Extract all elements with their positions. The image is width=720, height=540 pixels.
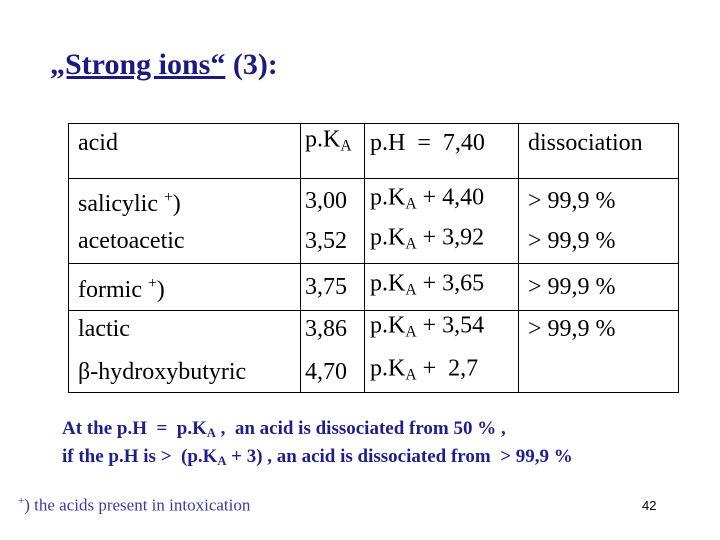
text-text: 3,86 [305, 316, 347, 342]
table-rule [678, 123, 679, 393]
table-cell: salicylic +) [78, 184, 181, 218]
text-text: At the p.H = p.K [62, 418, 207, 439]
table-rule [68, 392, 679, 393]
text-text: 3,75 [305, 274, 347, 300]
text-text: p.K [370, 355, 406, 382]
table-cell: 3,00 [305, 187, 347, 215]
table-rule [68, 310, 679, 311]
table-cell: p.H = 7,40 [370, 129, 485, 157]
text-text: p.K [305, 126, 341, 153]
text-sub: A [405, 281, 417, 299]
text-sub: A [217, 454, 227, 469]
note: At the p.H = p.KA , an acid is dissociat… [62, 418, 506, 441]
text-text: acetoacetic [78, 228, 185, 254]
table-cell: 3,75 [305, 273, 347, 301]
text-text: > 99,9 % [528, 274, 616, 300]
text-text: formic [78, 277, 148, 304]
table-cell: p.KA + 3,65 [370, 270, 484, 305]
text-text: + 3,92 [416, 224, 485, 251]
table-rule [300, 123, 301, 393]
table-rule [68, 178, 679, 179]
text-text: + 3,65 [416, 270, 485, 297]
text-text: p.K [370, 184, 406, 211]
table-cell: > 99,9 % [528, 273, 616, 301]
table-cell: acid [78, 129, 118, 157]
table-cell: 3,52 [305, 227, 347, 255]
text-text: if the p.H is > (p.K [62, 446, 218, 467]
text-sub: A [405, 235, 417, 253]
table-rule [68, 263, 679, 264]
table-cell: formic +) [78, 270, 165, 304]
text-text: 3,52 [305, 228, 347, 254]
text-text: > 99,9 % [528, 188, 616, 214]
text-text: ) [156, 277, 165, 304]
table-cell: acetoacetic [78, 227, 185, 255]
title-rest: (3): [225, 48, 278, 81]
text-text: ) [172, 191, 181, 218]
text-text: + 2,7 [416, 355, 479, 382]
table-cell: β-hydroxybutyric [78, 358, 246, 386]
text-text: salicylic [78, 191, 164, 218]
text-text: , an acid is dissociated from 50 % , [215, 418, 506, 439]
table-cell: p.KA + 3,92 [370, 224, 484, 259]
table-rule [518, 123, 519, 393]
table-cell: p.KA + 4,40 [370, 184, 484, 219]
text-text: 4,70 [305, 359, 347, 385]
text-text: p.H = 7,40 [370, 130, 485, 156]
text-text: lactic [78, 316, 130, 342]
table-cell: p.KA + 2,7 [370, 355, 478, 390]
text-text: dissociation [528, 130, 643, 156]
text-text: + 4,40 [416, 184, 485, 211]
text-sub: A [206, 426, 216, 441]
slide-title: „Strong ions“ (3): [50, 48, 278, 82]
text-text: ) the acids present in intoxication [24, 495, 251, 515]
text-text: > 99,9 % [528, 228, 616, 254]
table-cell: dissociation [528, 129, 643, 157]
text-text: + 3,54 [416, 312, 485, 339]
table-cell: > 99,9 % [528, 227, 616, 255]
text-sub: A [405, 323, 417, 341]
text-text: acid [78, 130, 118, 156]
note: if the p.H is > (p.KA + 3) , an acid is … [62, 446, 573, 469]
text-text: > 99,9 % [528, 316, 616, 342]
table-cell: 3,86 [305, 315, 347, 343]
text-sub: A [405, 366, 417, 384]
table-rule [68, 123, 679, 124]
table-cell: 4,70 [305, 358, 347, 386]
text-sup: + [163, 188, 173, 206]
page-number: 42 [642, 498, 657, 513]
text-sup: + [147, 274, 157, 292]
text-text: p.K [370, 270, 406, 297]
table-rule [364, 123, 365, 393]
text-sub: A [340, 137, 352, 155]
table-cell: > 99,9 % [528, 315, 616, 343]
table-cell: p.KA [305, 126, 352, 161]
text-text: 3,00 [305, 188, 347, 214]
text-text: p.K [370, 224, 406, 251]
title-underlined: „Strong ions“ [50, 48, 226, 81]
text-text: β-hydroxybutyric [78, 359, 247, 385]
text-text: + 3) , an acid is dissociated from > 99,… [226, 446, 573, 467]
text-text: p.K [370, 312, 406, 339]
text-sup: + [18, 495, 25, 507]
footnote: +) the acids present in intoxication [18, 495, 250, 516]
table-cell: > 99,9 % [528, 187, 616, 215]
table-cell: lactic [78, 315, 130, 343]
table-cell: p.KA + 3,54 [370, 312, 484, 347]
text-sub: A [405, 195, 417, 213]
table-rule [68, 123, 69, 393]
